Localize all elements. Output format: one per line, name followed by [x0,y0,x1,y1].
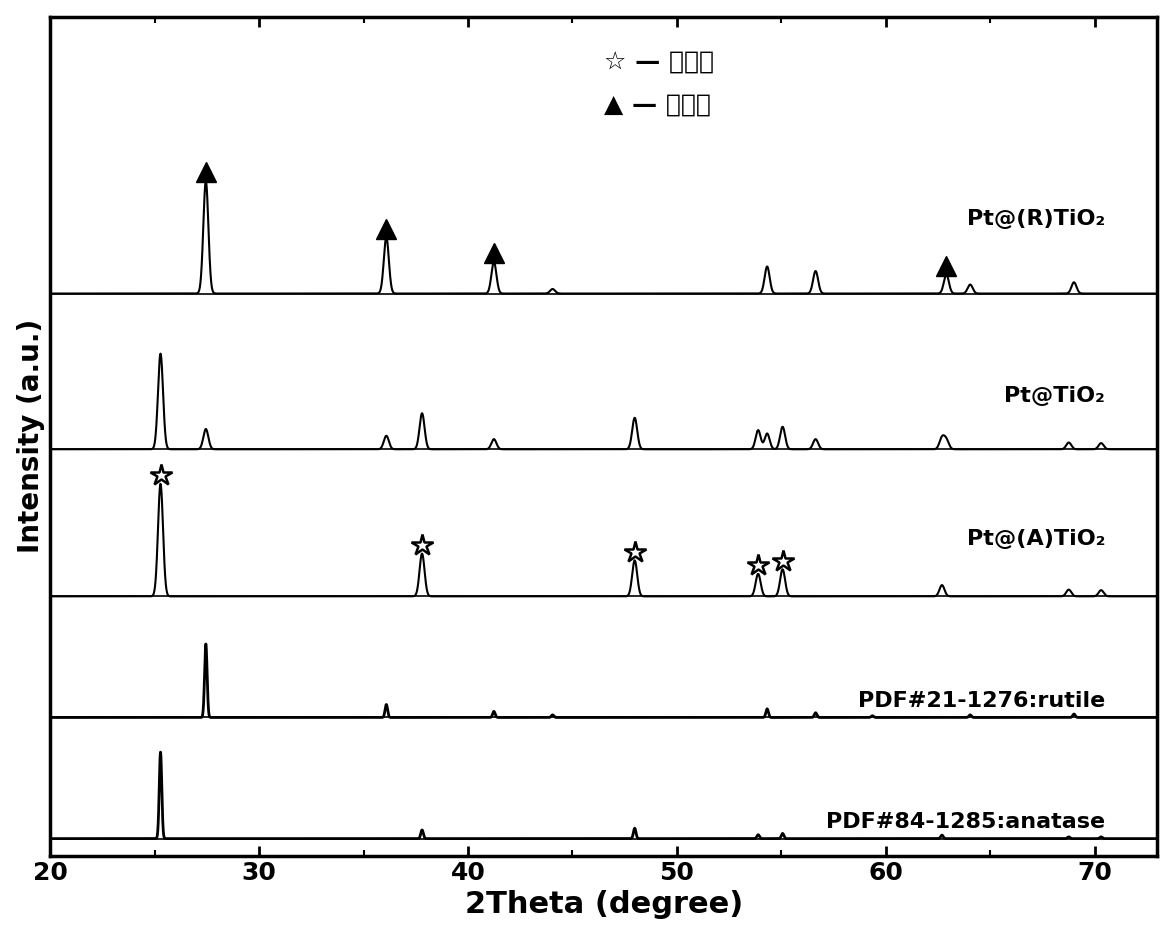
Text: PDF#21-1276:rutile: PDF#21-1276:rutile [858,691,1105,710]
Text: PDF#84-1285:anatase: PDF#84-1285:anatase [826,812,1105,832]
Text: ☆ — 锐餢矿: ☆ — 锐餢矿 [603,51,714,75]
Text: Pt@TiO₂: Pt@TiO₂ [1004,386,1105,406]
Text: Pt@(R)TiO₂: Pt@(R)TiO₂ [967,209,1105,228]
Text: ▲ — 金红石: ▲ — 金红石 [603,93,710,117]
Y-axis label: Intensity (a.u.): Intensity (a.u.) [16,319,45,553]
X-axis label: 2Theta (degree): 2Theta (degree) [465,890,743,919]
Text: Pt@(A)TiO₂: Pt@(A)TiO₂ [966,529,1105,548]
